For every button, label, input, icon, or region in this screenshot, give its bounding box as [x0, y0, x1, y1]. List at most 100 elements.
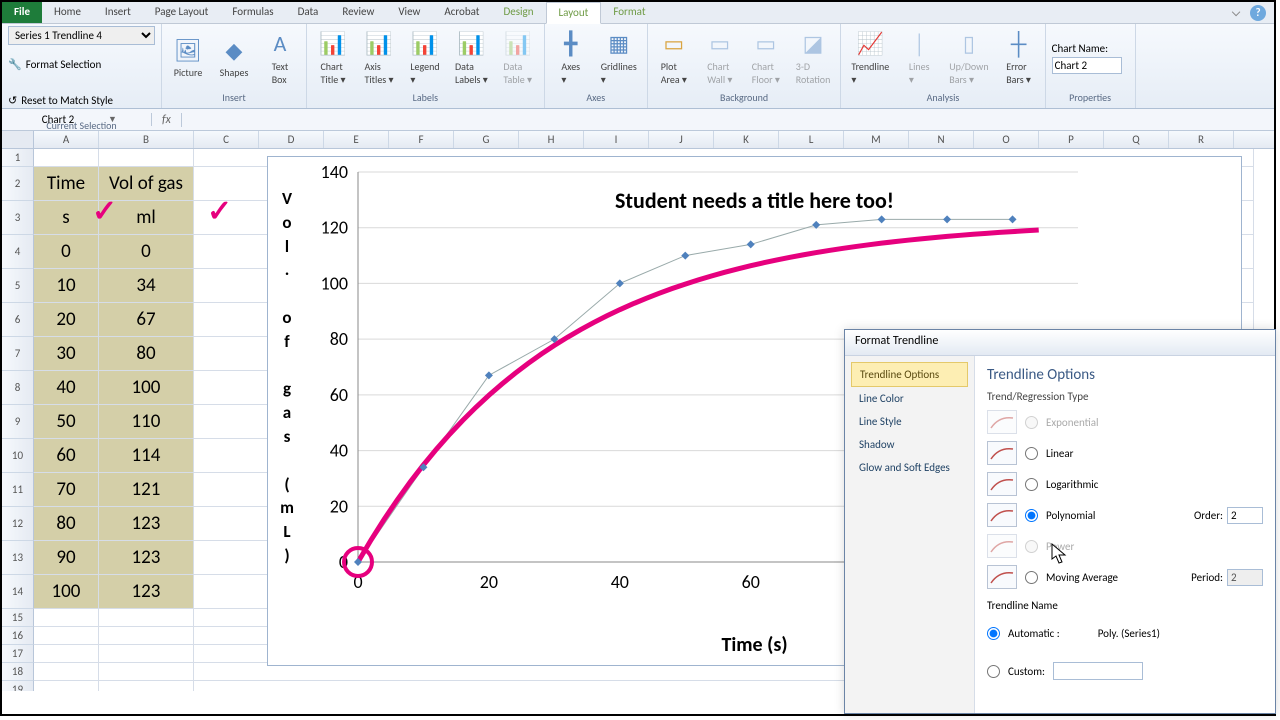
- axis-titles-button[interactable]: 📊AxisTitles ▾: [359, 28, 399, 88]
- cell[interactable]: 60: [34, 439, 99, 473]
- fx-icon[interactable]: fx: [152, 113, 182, 127]
- tab-home[interactable]: Home: [42, 2, 93, 23]
- row-header[interactable]: 11: [2, 473, 34, 507]
- 3d-rotation-button[interactable]: ◪3-DRotation: [792, 28, 835, 88]
- period-input[interactable]: [1227, 569, 1263, 586]
- tname-custom-radio[interactable]: [987, 665, 1000, 678]
- col-header[interactable]: B: [99, 131, 194, 148]
- col-header[interactable]: G: [454, 131, 519, 148]
- trend-type-radio[interactable]: [1025, 509, 1038, 522]
- picture-button[interactable]: 🖼Picture: [168, 34, 208, 81]
- cell[interactable]: 100: [99, 371, 194, 405]
- cell[interactable]: 50: [34, 405, 99, 439]
- cell[interactable]: 100: [34, 575, 99, 609]
- cell[interactable]: 80: [34, 507, 99, 541]
- dialog-side-item[interactable]: Line Color: [851, 387, 968, 410]
- chart-wall-button[interactable]: ▭ChartWall ▾: [700, 28, 740, 88]
- order-input[interactable]: [1227, 507, 1263, 524]
- row-header[interactable]: 16: [2, 627, 34, 645]
- col-header[interactable]: J: [649, 131, 714, 148]
- col-header[interactable]: C: [194, 131, 259, 148]
- row-header[interactable]: 4: [2, 235, 34, 269]
- name-box[interactable]: [8, 113, 108, 126]
- cell[interactable]: 10: [34, 269, 99, 303]
- cell[interactable]: 67: [99, 303, 194, 337]
- col-header[interactable]: A: [34, 131, 99, 148]
- cell[interactable]: [99, 681, 194, 691]
- updown-bars-button[interactable]: ▯Up/DownBars ▾: [945, 28, 992, 88]
- cell[interactable]: [99, 149, 194, 167]
- cell[interactable]: 123: [99, 541, 194, 575]
- col-header[interactable]: R: [1169, 131, 1234, 148]
- row-header[interactable]: 7: [2, 337, 34, 371]
- cell[interactable]: 114: [99, 439, 194, 473]
- cell[interactable]: [34, 645, 99, 663]
- row-header[interactable]: 5: [2, 269, 34, 303]
- data-table-button[interactable]: 📊DataTable ▾: [498, 28, 538, 88]
- cell[interactable]: [34, 681, 99, 691]
- tname-custom-input[interactable]: [1053, 662, 1143, 680]
- chart-name-input[interactable]: [1052, 57, 1122, 74]
- row-header[interactable]: 10: [2, 439, 34, 473]
- col-header[interactable]: M: [844, 131, 909, 148]
- tab-file[interactable]: File: [2, 2, 42, 23]
- tab-format[interactable]: Format: [601, 2, 657, 23]
- tab-pagelayout[interactable]: Page Layout: [143, 2, 221, 23]
- row-header[interactable]: 13: [2, 541, 34, 575]
- dialog-side-item[interactable]: Trendline Options: [851, 362, 968, 387]
- gridlines-button[interactable]: ▦Gridlines▾: [597, 28, 641, 88]
- tab-formulas[interactable]: Formulas: [220, 2, 285, 23]
- cell[interactable]: Time: [34, 167, 99, 201]
- cell[interactable]: 40: [34, 371, 99, 405]
- cell[interactable]: 123: [99, 575, 194, 609]
- cell[interactable]: s: [34, 201, 99, 235]
- row-header[interactable]: 18: [2, 663, 34, 681]
- chart-floor-button[interactable]: ▭ChartFloor ▾: [746, 28, 786, 88]
- cell[interactable]: 30: [34, 337, 99, 371]
- cell[interactable]: 90: [34, 541, 99, 575]
- format-selection[interactable]: Format Selection: [26, 58, 102, 71]
- selection-combo[interactable]: Series 1 Trendline 4: [8, 26, 155, 45]
- col-header[interactable]: K: [714, 131, 779, 148]
- row-header[interactable]: 17: [2, 645, 34, 663]
- cell[interactable]: 0: [34, 235, 99, 269]
- col-header[interactable]: N: [909, 131, 974, 148]
- col-header[interactable]: E: [324, 131, 389, 148]
- legend-button[interactable]: 📊Legend▾: [405, 28, 445, 88]
- cell[interactable]: 123: [99, 507, 194, 541]
- cell[interactable]: 80: [99, 337, 194, 371]
- shapes-button[interactable]: ◆Shapes: [214, 34, 254, 81]
- cell[interactable]: 121: [99, 473, 194, 507]
- plot-area-button[interactable]: ▭PlotArea ▾: [654, 28, 694, 88]
- row-header[interactable]: 19: [2, 681, 34, 691]
- trendline-button[interactable]: 📈Trendline▾: [847, 28, 893, 88]
- reset-match-style[interactable]: Reset to Match Style: [21, 94, 113, 107]
- trend-type-radio[interactable]: [1025, 571, 1038, 584]
- col-header[interactable]: D: [259, 131, 324, 148]
- col-header[interactable]: I: [584, 131, 649, 148]
- tname-automatic-radio[interactable]: [987, 627, 1000, 640]
- row-header[interactable]: 9: [2, 405, 34, 439]
- cell[interactable]: 70: [34, 473, 99, 507]
- cell[interactable]: 20: [34, 303, 99, 337]
- col-header[interactable]: F: [389, 131, 454, 148]
- chart-title-button[interactable]: 📊ChartTitle ▾: [313, 28, 353, 88]
- row-header[interactable]: 1: [2, 149, 34, 167]
- minimize-ribbon-icon[interactable]: ⌵: [1228, 5, 1244, 21]
- col-header[interactable]: H: [519, 131, 584, 148]
- cell[interactable]: [34, 609, 99, 627]
- col-header[interactable]: L: [779, 131, 844, 148]
- cell[interactable]: [34, 663, 99, 681]
- help-icon[interactable]: ?: [1250, 5, 1266, 21]
- cell[interactable]: [99, 627, 194, 645]
- dialog-side-item[interactable]: Shadow: [851, 433, 968, 456]
- tab-review[interactable]: Review: [330, 2, 386, 23]
- cell[interactable]: [34, 149, 99, 167]
- cell[interactable]: 0: [99, 235, 194, 269]
- row-header[interactable]: 2: [2, 167, 34, 201]
- tab-layout[interactable]: Layout: [546, 2, 602, 24]
- cell[interactable]: [99, 645, 194, 663]
- dialog-side-item[interactable]: Glow and Soft Edges: [851, 456, 968, 479]
- col-header[interactable]: O: [974, 131, 1039, 148]
- row-header[interactable]: 14: [2, 575, 34, 609]
